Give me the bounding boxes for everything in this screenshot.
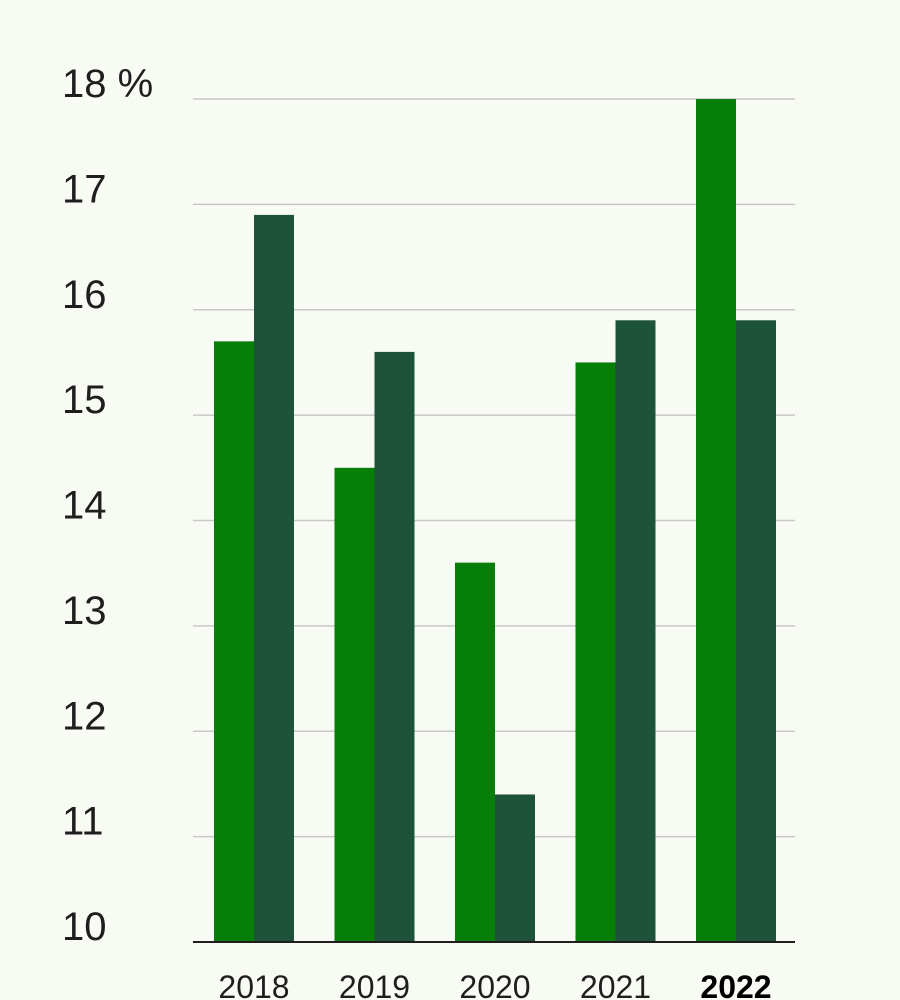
y-tick-label-11: 11 <box>62 800 104 844</box>
y-tick-label-18: 18 % <box>62 62 153 106</box>
x-tick-label-2021: 2021 <box>580 969 651 1000</box>
y-tick-label-13: 13 <box>62 589 107 633</box>
y-tick-label-16: 16 <box>62 273 107 317</box>
y-tick-label-15: 15 <box>62 378 107 422</box>
y-tick-label-14: 14 <box>62 484 107 528</box>
bar-2018-series-1 <box>214 341 254 942</box>
x-tick-label-2022: 2022 <box>700 969 771 1000</box>
bar-2020-series-2 <box>495 794 535 942</box>
y-tick-label-12: 12 <box>62 694 107 738</box>
x-tick-label-2018: 2018 <box>218 969 289 1000</box>
bar-2022-series-1 <box>696 99 736 942</box>
bar-2020-series-1 <box>455 562 495 942</box>
bar-2021-series-2 <box>615 320 656 943</box>
x-tick-label-2020: 2020 <box>459 969 530 1000</box>
bar-2019-series-2 <box>374 351 415 942</box>
bar-2019-series-1 <box>334 467 375 942</box>
y-tick-label-17: 17 <box>62 167 107 211</box>
y-tick-label-10: 10 <box>62 905 107 949</box>
bar-2018-series-2 <box>254 214 294 943</box>
bar-2022-series-2 <box>736 320 776 943</box>
x-tick-label-2019: 2019 <box>339 969 410 1000</box>
bar-2021-series-1 <box>575 362 616 942</box>
